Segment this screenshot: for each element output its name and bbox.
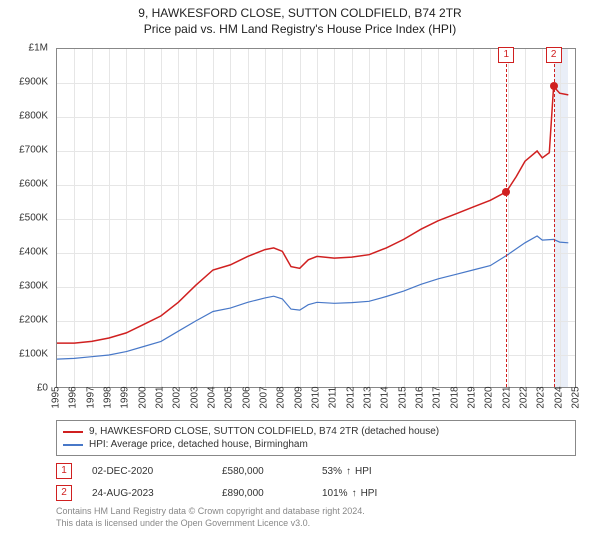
chart-area: 12 £0£100K£200K£300K£400K£500K£600K£700K… bbox=[56, 48, 576, 388]
y-axis-label: £0 bbox=[37, 383, 48, 394]
legend-box: 9, HAWKESFORD CLOSE, SUTTON COLDFIELD, B… bbox=[56, 420, 576, 456]
arrow-up-icon: ↑ bbox=[352, 488, 357, 499]
x-axis-label: 2019 bbox=[467, 386, 478, 408]
legend-label: 9, HAWKESFORD CLOSE, SUTTON COLDFIELD, B… bbox=[89, 426, 439, 437]
y-axis-label: £100K bbox=[19, 349, 48, 360]
x-axis-label: 2003 bbox=[189, 386, 200, 408]
y-axis-label: £400K bbox=[19, 247, 48, 258]
x-axis-label: 2015 bbox=[397, 386, 408, 408]
legend-item: HPI: Average price, detached house, Birm… bbox=[63, 438, 569, 451]
sale-hpi-delta: 101% ↑ HPI bbox=[322, 488, 377, 499]
line-series-svg bbox=[57, 49, 577, 389]
plot-area: 12 bbox=[56, 48, 576, 388]
y-axis-label: £900K bbox=[19, 77, 48, 88]
x-axis-label: 2018 bbox=[449, 386, 460, 408]
sale-hpi-label: HPI bbox=[361, 488, 378, 499]
x-axis-label: 1997 bbox=[85, 386, 96, 408]
x-axis-label: 2012 bbox=[345, 386, 356, 408]
sale-number-box: 1 bbox=[56, 463, 72, 479]
legend-label: HPI: Average price, detached house, Birm… bbox=[89, 439, 308, 450]
x-axis-label: 2009 bbox=[293, 386, 304, 408]
sale-number-box: 2 bbox=[56, 485, 72, 501]
x-axis-label: 2001 bbox=[155, 386, 166, 408]
x-axis-label: 2020 bbox=[484, 386, 495, 408]
legend-swatch bbox=[63, 444, 83, 446]
sale-marker-line bbox=[506, 49, 507, 387]
sale-price: £580,000 bbox=[222, 466, 302, 477]
x-axis-label: 2022 bbox=[519, 386, 530, 408]
x-axis-label: 2006 bbox=[241, 386, 252, 408]
x-axis-label: 2013 bbox=[363, 386, 374, 408]
y-axis-label: £600K bbox=[19, 179, 48, 190]
x-axis-label: 2023 bbox=[536, 386, 547, 408]
x-axis-label: 2016 bbox=[415, 386, 426, 408]
x-axis-label: 2011 bbox=[328, 387, 339, 409]
sale-marker-number: 1 bbox=[498, 47, 514, 63]
footer-line-1: Contains HM Land Registry data © Crown c… bbox=[56, 506, 576, 518]
sale-marker-line bbox=[554, 49, 555, 387]
x-axis-label: 2024 bbox=[553, 386, 564, 408]
legend-swatch bbox=[63, 431, 83, 433]
footer-line-2: This data is licensed under the Open Gov… bbox=[56, 518, 576, 530]
sales-table: 1 02-DEC-2020 £580,000 53% ↑ HPI 2 24-AUG-202… bbox=[56, 460, 576, 504]
x-axis-label: 2004 bbox=[207, 386, 218, 408]
x-axis-label: 1998 bbox=[103, 386, 114, 408]
arrow-up-icon: ↑ bbox=[346, 466, 351, 477]
sale-hpi-delta: 53% ↑ HPI bbox=[322, 466, 372, 477]
x-axis-label: 1996 bbox=[68, 386, 79, 408]
y-axis-label: £700K bbox=[19, 145, 48, 156]
x-axis-label: 2007 bbox=[259, 386, 270, 408]
y-axis-label: £300K bbox=[19, 281, 48, 292]
sale-hpi-pct: 101% bbox=[322, 488, 348, 499]
sale-price: £890,000 bbox=[222, 488, 302, 499]
x-axis-label: 2021 bbox=[501, 386, 512, 408]
x-axis-label: 2014 bbox=[380, 386, 391, 408]
x-axis-label: 2025 bbox=[571, 386, 582, 408]
sale-marker-dot bbox=[550, 82, 558, 90]
sale-date: 24-AUG-2023 bbox=[92, 488, 202, 499]
y-axis-label: £1M bbox=[29, 43, 48, 54]
y-axis-label: £500K bbox=[19, 213, 48, 224]
y-axis-label: £200K bbox=[19, 315, 48, 326]
series-line bbox=[57, 86, 568, 343]
title-line-2: Price paid vs. HM Land Registry's House … bbox=[0, 22, 600, 36]
chart-container: 9, HAWKESFORD CLOSE, SUTTON COLDFIELD, B… bbox=[0, 0, 600, 560]
title-block: 9, HAWKESFORD CLOSE, SUTTON COLDFIELD, B… bbox=[0, 0, 600, 36]
title-line-1: 9, HAWKESFORD CLOSE, SUTTON COLDFIELD, B… bbox=[0, 6, 600, 20]
y-axis-label: £800K bbox=[19, 111, 48, 122]
series-line bbox=[57, 236, 568, 359]
x-axis-label: 2002 bbox=[172, 386, 183, 408]
sale-marker-number: 2 bbox=[546, 47, 562, 63]
x-axis-label: 2008 bbox=[276, 386, 287, 408]
sale-row: 1 02-DEC-2020 £580,000 53% ↑ HPI bbox=[56, 460, 576, 482]
sale-date: 02-DEC-2020 bbox=[92, 466, 202, 477]
x-axis-label: 1995 bbox=[51, 386, 62, 408]
x-axis-label: 2017 bbox=[432, 386, 443, 408]
x-axis-label: 2010 bbox=[311, 386, 322, 408]
x-axis-label: 2005 bbox=[224, 386, 235, 408]
x-axis-label: 2000 bbox=[137, 386, 148, 408]
sale-hpi-label: HPI bbox=[355, 466, 372, 477]
legend-item: 9, HAWKESFORD CLOSE, SUTTON COLDFIELD, B… bbox=[63, 425, 569, 438]
sale-hpi-pct: 53% bbox=[322, 466, 342, 477]
sale-marker-dot bbox=[502, 188, 510, 196]
x-axis-label: 1999 bbox=[120, 386, 131, 408]
sale-row: 2 24-AUG-2023 £890,000 101% ↑ HPI bbox=[56, 482, 576, 504]
footer-attribution: Contains HM Land Registry data © Crown c… bbox=[56, 506, 576, 529]
